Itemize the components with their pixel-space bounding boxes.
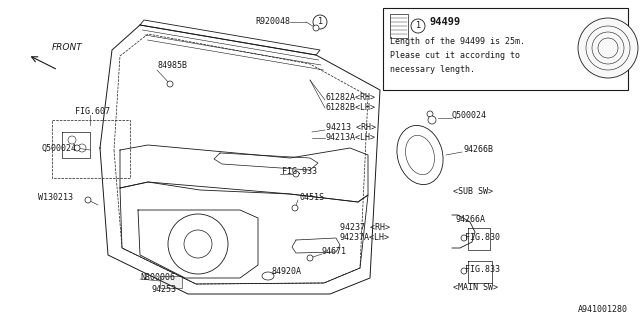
Circle shape <box>461 235 467 241</box>
Text: <MAIN SW>: <MAIN SW> <box>453 284 498 292</box>
Circle shape <box>428 116 436 124</box>
Text: 0451S: 0451S <box>299 194 324 203</box>
Text: Q500024: Q500024 <box>452 110 487 119</box>
Circle shape <box>293 171 299 177</box>
Text: 94237 <RH>: 94237 <RH> <box>340 223 390 233</box>
Text: <SUB SW>: <SUB SW> <box>453 187 493 196</box>
Text: 94213A<LH>: 94213A<LH> <box>326 132 376 141</box>
Bar <box>383 8 628 90</box>
Circle shape <box>461 268 467 274</box>
Circle shape <box>85 197 91 203</box>
Circle shape <box>292 205 298 211</box>
Circle shape <box>427 111 433 117</box>
Circle shape <box>74 145 80 151</box>
Text: 84920A: 84920A <box>272 267 302 276</box>
Bar <box>160 276 182 288</box>
Text: FRONT: FRONT <box>52 43 83 52</box>
Text: 1: 1 <box>415 21 420 30</box>
Text: 94237A<LH>: 94237A<LH> <box>340 234 390 243</box>
Text: 94213 <RH>: 94213 <RH> <box>326 123 376 132</box>
Circle shape <box>307 255 313 261</box>
Bar <box>52 120 130 178</box>
Text: 94253: 94253 <box>152 284 177 293</box>
Text: 94266A: 94266A <box>455 215 485 225</box>
Text: W130213: W130213 <box>38 194 73 203</box>
Text: FIG.830: FIG.830 <box>465 233 500 242</box>
Circle shape <box>578 18 638 78</box>
Text: N800006: N800006 <box>140 273 175 282</box>
Text: R920048: R920048 <box>255 18 290 27</box>
Text: 61282A<RH>: 61282A<RH> <box>326 93 376 102</box>
Text: necessary length.: necessary length. <box>390 66 475 75</box>
Text: 84985B: 84985B <box>157 61 187 70</box>
Text: 94499: 94499 <box>430 17 461 27</box>
Text: 94266B: 94266B <box>463 146 493 155</box>
Circle shape <box>167 81 173 87</box>
Text: FIG.607: FIG.607 <box>75 108 110 116</box>
Text: A941001280: A941001280 <box>578 306 628 315</box>
Text: 1: 1 <box>317 18 323 27</box>
Text: 94671: 94671 <box>322 247 347 257</box>
Text: Q500024: Q500024 <box>42 143 77 153</box>
Circle shape <box>313 25 319 31</box>
Text: FIG.933: FIG.933 <box>282 166 317 175</box>
Text: Length of the 94499 is 25m.: Length of the 94499 is 25m. <box>390 37 525 46</box>
Text: 61282B<LH>: 61282B<LH> <box>326 103 376 113</box>
Text: FIG.833: FIG.833 <box>465 266 500 275</box>
Text: Please cut it according to: Please cut it according to <box>390 52 520 60</box>
Bar <box>390 14 408 38</box>
Ellipse shape <box>262 272 274 280</box>
